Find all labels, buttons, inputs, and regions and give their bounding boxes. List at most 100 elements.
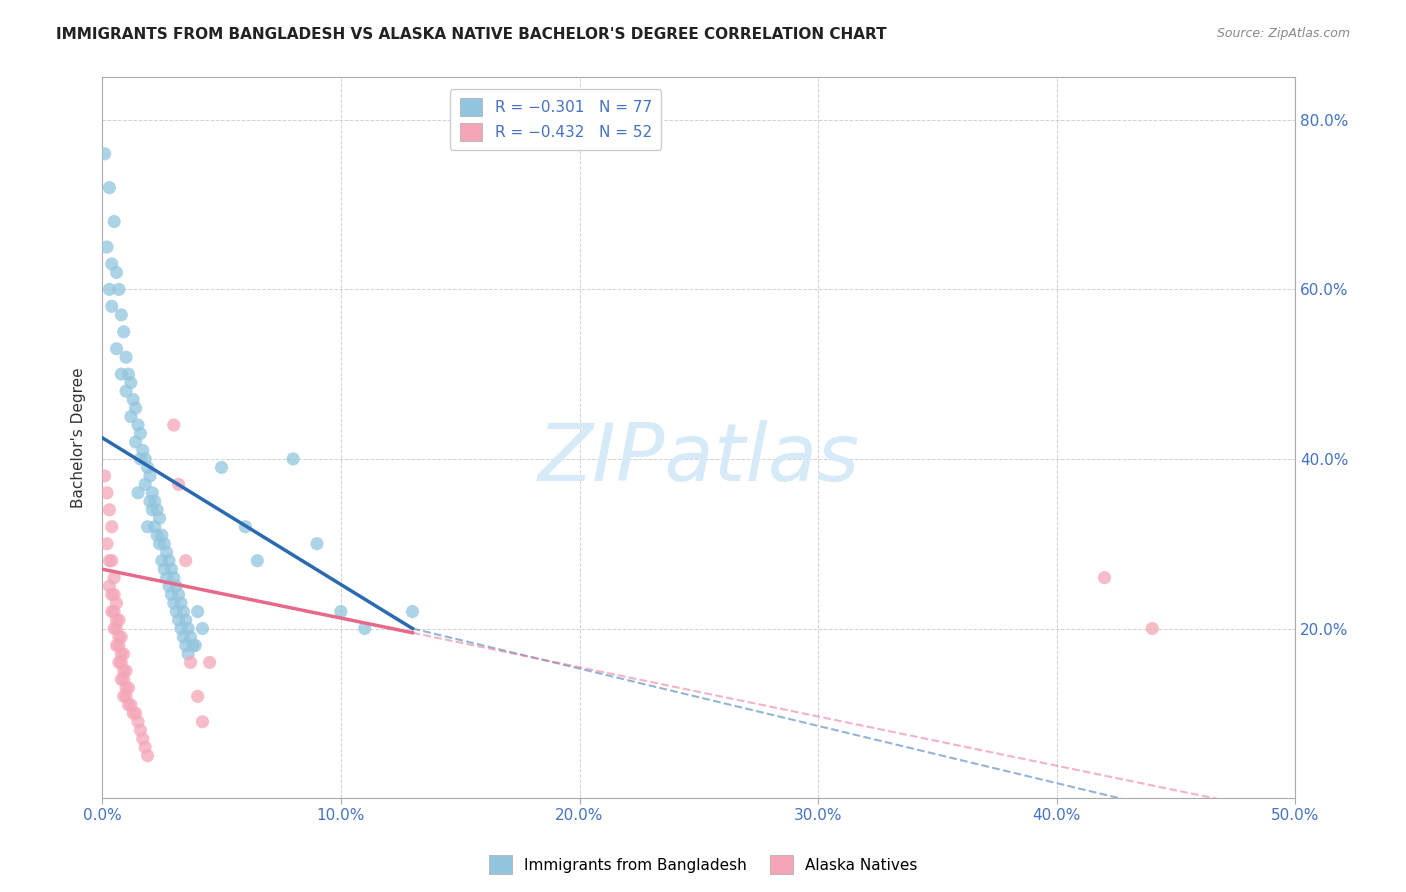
Point <box>105 265 128 279</box>
Point <box>112 647 135 661</box>
Point <box>124 401 146 415</box>
Point <box>174 639 197 653</box>
Point <box>122 392 145 407</box>
Point <box>191 714 214 729</box>
Point <box>167 588 190 602</box>
Point <box>112 325 135 339</box>
Point <box>110 673 132 687</box>
Point <box>165 605 187 619</box>
Point <box>172 630 194 644</box>
Point <box>174 613 197 627</box>
Point <box>103 571 125 585</box>
Point <box>110 647 132 661</box>
Point <box>100 520 122 534</box>
Point <box>187 605 209 619</box>
Point <box>110 656 132 670</box>
Point <box>98 579 121 593</box>
Point <box>120 409 142 424</box>
Point <box>122 706 145 721</box>
Point <box>150 528 173 542</box>
Point <box>103 622 125 636</box>
Point <box>108 639 131 653</box>
Point <box>198 656 221 670</box>
Point <box>172 605 194 619</box>
Point <box>165 579 187 593</box>
Point <box>167 613 190 627</box>
Point <box>157 554 180 568</box>
Point <box>103 214 125 228</box>
Point <box>105 622 128 636</box>
Point <box>127 714 149 729</box>
Point <box>134 452 156 467</box>
Point <box>117 367 139 381</box>
Point <box>153 562 176 576</box>
Point <box>105 639 128 653</box>
Point <box>93 469 115 483</box>
Point <box>170 622 193 636</box>
Point <box>124 435 146 450</box>
Point <box>112 673 135 687</box>
Point <box>156 571 179 585</box>
Point <box>129 452 152 467</box>
Point <box>103 605 125 619</box>
Point <box>148 537 170 551</box>
Point <box>129 426 152 441</box>
Point <box>163 596 186 610</box>
Point <box>167 477 190 491</box>
Point <box>100 588 122 602</box>
Point <box>174 554 197 568</box>
Point <box>136 520 159 534</box>
Point <box>120 698 142 712</box>
Point <box>120 376 142 390</box>
Point <box>160 562 183 576</box>
Point <box>112 690 135 704</box>
Point <box>132 731 155 746</box>
Point <box>96 486 118 500</box>
Point <box>93 146 115 161</box>
Point <box>115 384 138 398</box>
Point <box>148 511 170 525</box>
Point <box>329 605 352 619</box>
Point <box>143 494 166 508</box>
Point <box>110 308 132 322</box>
Point <box>353 622 375 636</box>
Point <box>184 639 207 653</box>
Point <box>105 596 128 610</box>
Point <box>117 698 139 712</box>
Point <box>170 596 193 610</box>
Point <box>179 656 201 670</box>
Point <box>108 656 131 670</box>
Point <box>163 417 186 432</box>
Point <box>98 503 121 517</box>
Point <box>115 350 138 364</box>
Text: IMMIGRANTS FROM BANGLADESH VS ALASKA NATIVE BACHELOR'S DEGREE CORRELATION CHART: IMMIGRANTS FROM BANGLADESH VS ALASKA NAT… <box>56 27 887 42</box>
Point <box>112 664 135 678</box>
Point <box>160 588 183 602</box>
Point <box>117 681 139 695</box>
Point <box>401 605 423 619</box>
Point <box>100 554 122 568</box>
Point <box>96 240 118 254</box>
Point <box>177 647 200 661</box>
Point <box>156 545 179 559</box>
Point <box>108 613 131 627</box>
Point <box>187 690 209 704</box>
Point <box>150 554 173 568</box>
Point <box>179 630 201 644</box>
Point <box>132 443 155 458</box>
Point <box>103 588 125 602</box>
Point <box>110 630 132 644</box>
Point <box>115 690 138 704</box>
Point <box>127 417 149 432</box>
Text: Source: ZipAtlas.com: Source: ZipAtlas.com <box>1216 27 1350 40</box>
Point <box>177 622 200 636</box>
Point <box>105 342 128 356</box>
Point <box>100 605 122 619</box>
Point <box>146 528 169 542</box>
Point <box>129 723 152 738</box>
Point <box>134 477 156 491</box>
Point <box>115 681 138 695</box>
Point <box>139 494 162 508</box>
Point <box>281 452 304 467</box>
Point <box>146 503 169 517</box>
